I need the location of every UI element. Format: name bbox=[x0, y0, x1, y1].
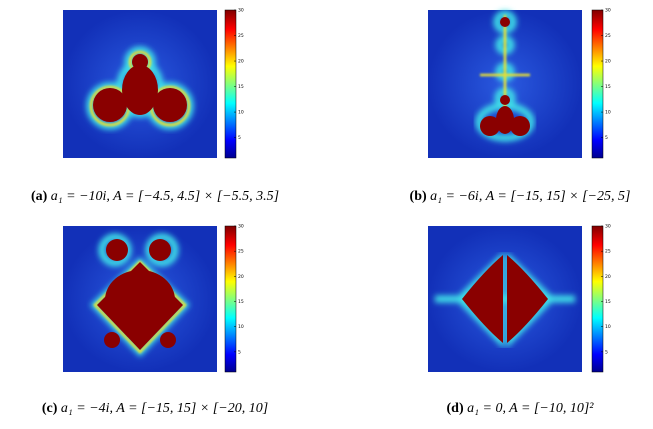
caption-label: (a) bbox=[31, 189, 48, 204]
colorbar-tick-label: 10 bbox=[238, 324, 244, 330]
colorbar-tick-label: 5 bbox=[605, 135, 608, 141]
colorbar-tick-label: 30 bbox=[605, 8, 611, 14]
fractal-image bbox=[63, 226, 217, 372]
caption-text: a₁ = 0, A = [−10, 10]² bbox=[467, 401, 594, 416]
colorbar-tick-label: 5 bbox=[238, 349, 241, 355]
colorbar-tick-label: 25 bbox=[605, 33, 611, 39]
colorbar bbox=[591, 225, 604, 373]
caption-text: a₁ = −10i, A = [−4.5, 4.5] × [−5.5, 3.5] bbox=[51, 189, 279, 204]
colorbar-tick-label: 25 bbox=[238, 249, 244, 255]
caption: (c) a₁ = −4i, A = [−15, 15] × [−20, 10] bbox=[42, 401, 268, 416]
caption-text: a₁ = −4i, A = [−15, 15] × [−20, 10] bbox=[61, 401, 268, 416]
colorbar-tick-label: 20 bbox=[605, 274, 611, 280]
fractal-image bbox=[63, 10, 217, 158]
colorbar bbox=[591, 9, 604, 159]
caption: (a) a₁ = −10i, A = [−4.5, 4.5] × [−5.5, … bbox=[31, 189, 279, 204]
colorbar-tick-label: 15 bbox=[605, 84, 611, 90]
colorbar bbox=[224, 9, 237, 159]
colorbar-tick-label: 25 bbox=[238, 33, 244, 39]
colorbar-tick-label: 15 bbox=[238, 84, 244, 90]
caption-label: (d) bbox=[447, 401, 464, 416]
caption: (b) a₁ = −6i, A = [−15, 15] × [−25, 5] bbox=[410, 189, 631, 204]
caption-label: (c) bbox=[42, 401, 58, 416]
caption: (d) a₁ = 0, A = [−10, 10]² bbox=[447, 401, 595, 416]
colorbar-tick-label: 30 bbox=[238, 8, 244, 14]
fractal-image bbox=[428, 10, 582, 158]
colorbar-tick-label: 5 bbox=[238, 135, 241, 141]
colorbar-tick-label: 5 bbox=[605, 349, 608, 355]
fractal-image bbox=[428, 226, 582, 372]
colorbar-tick-label: 20 bbox=[238, 274, 244, 280]
colorbar-tick-label: 10 bbox=[238, 110, 244, 116]
colorbar-tick-label: 10 bbox=[605, 110, 611, 116]
colorbar-tick-label: 30 bbox=[238, 224, 244, 230]
colorbar-tick-label: 20 bbox=[605, 59, 611, 65]
colorbar-tick-label: 15 bbox=[238, 299, 244, 305]
colorbar-tick-label: 20 bbox=[238, 59, 244, 65]
colorbar-tick-label: 30 bbox=[605, 224, 611, 230]
colorbar-tick-label: 10 bbox=[605, 324, 611, 330]
colorbar-tick-label: 25 bbox=[605, 249, 611, 255]
caption-text: a₁ = −6i, A = [−15, 15] × [−25, 5] bbox=[430, 189, 630, 204]
caption-label: (b) bbox=[410, 189, 427, 204]
colorbar bbox=[224, 225, 237, 373]
colorbar-tick-label: 15 bbox=[605, 299, 611, 305]
